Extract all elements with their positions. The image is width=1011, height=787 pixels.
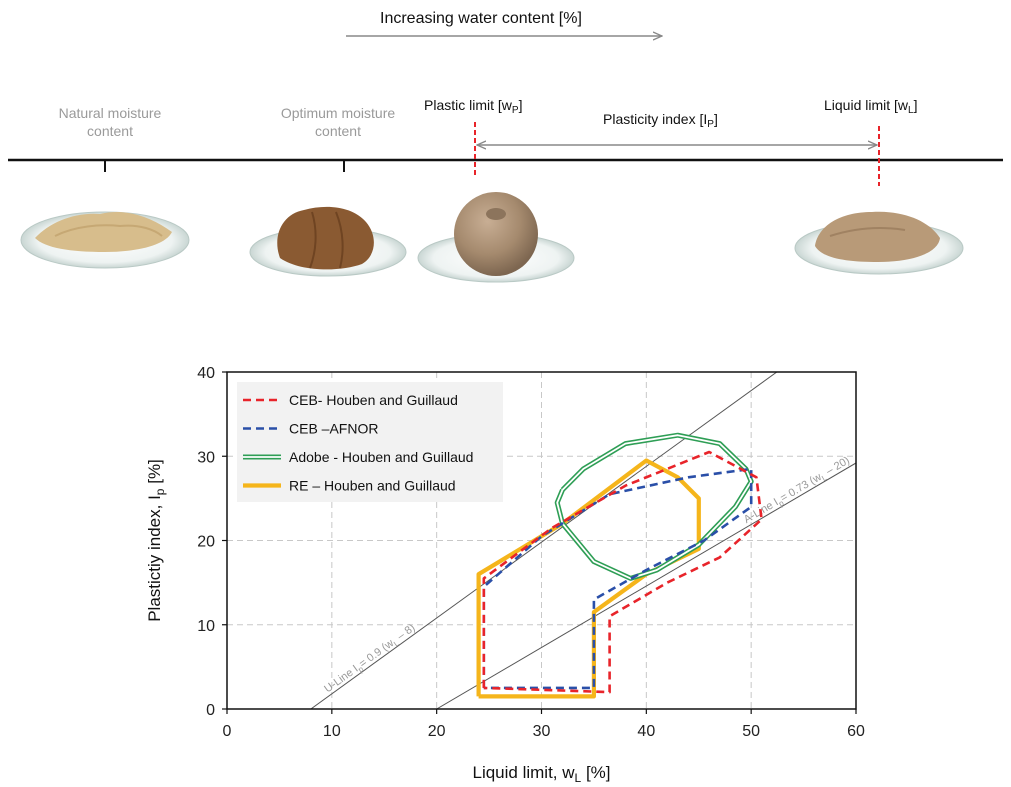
series-line-1 — [482, 450, 763, 694]
axis-ticks: 0 10 20 30 40 50 60 0 10 20 30 40 — [197, 365, 865, 740]
y-tick-label: 0 — [206, 702, 215, 719]
x-tick-label: 0 — [223, 723, 232, 740]
y-tick-label: 40 — [197, 365, 215, 382]
y-tick-label: 10 — [197, 618, 215, 635]
x-tick-label: 10 — [323, 723, 341, 740]
x-tick-label: 50 — [742, 723, 760, 740]
natural-moisture-line2: content — [87, 123, 133, 139]
series-line-4 — [476, 458, 701, 699]
optimum-moisture-line2: content — [315, 123, 361, 139]
legend-label-2: CEB –AFNOR — [289, 421, 378, 437]
liquid-limit-label: Liquid limit [wL] — [824, 97, 918, 116]
legend-box — [237, 382, 503, 502]
y-tick-label: 30 — [197, 449, 215, 466]
natural-moisture-line1: Natural moisture — [58, 105, 162, 121]
plastic-limit-label: Plastic limit [wP] — [424, 97, 523, 116]
plastic-soil-ball-icon — [417, 192, 575, 283]
series-line-3-inner — [556, 434, 753, 580]
a-line-ref-line — [436, 462, 856, 709]
u-line-ref-label: U-Line Ip= 0.9 (wL – 8) — [322, 622, 418, 697]
optimum-moisture-label: Optimum moisture content — [258, 104, 418, 140]
series-line-2 — [482, 467, 753, 690]
liquid-soil-dish-icon — [794, 211, 964, 275]
legend-label-4: RE – Houben and Guillaud — [289, 478, 456, 494]
chart-series — [476, 432, 763, 699]
optimum-soil-dish-icon — [249, 206, 407, 277]
chart-grid — [227, 372, 856, 709]
water-content-label: Increasing water content [%] — [380, 10, 582, 27]
x-tick-label: 40 — [637, 723, 655, 740]
x-axis-title: Liquid limit, wL [%] — [472, 763, 610, 785]
y-axis-title: Plastictiy index, Ip [%] — [145, 459, 167, 622]
legend-label-1: CEB- Houben and Guillaud — [289, 392, 458, 408]
natural-soil-dish-icon — [20, 211, 190, 269]
x-tick-label: 20 — [428, 723, 446, 740]
legend-label-3: Adobe - Houben and Guillaud — [289, 449, 473, 465]
plasticity-index-label: Plasticity index [IP] — [603, 111, 718, 130]
x-tick-label: 60 — [847, 723, 865, 740]
x-tick-label: 30 — [533, 723, 551, 740]
natural-moisture-label: Natural moisture content — [30, 104, 190, 140]
chart-legend: CEB- Houben and Guillaud CEB –AFNOR Adobe … — [237, 382, 503, 502]
y-tick-label: 20 — [197, 534, 215, 551]
optimum-moisture-line1: Optimum moisture — [280, 105, 396, 121]
